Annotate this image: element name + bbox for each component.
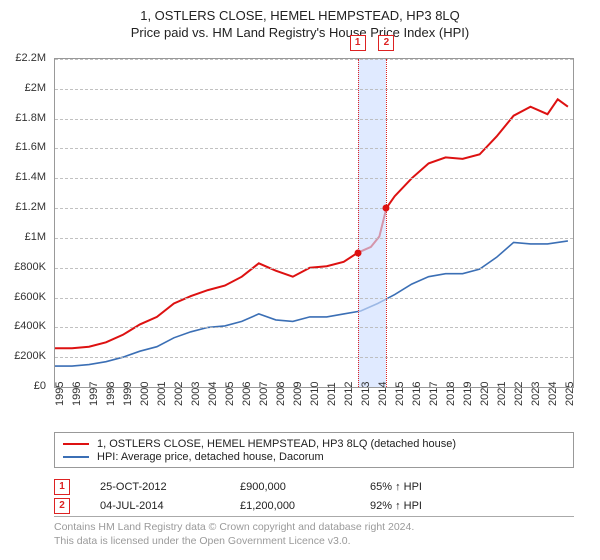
y-tick-label: £1.2M bbox=[15, 201, 46, 213]
x-tick-label: 2022 bbox=[513, 382, 525, 406]
x-tick-label: 2005 bbox=[224, 382, 236, 406]
gridline bbox=[55, 298, 573, 299]
x-tick-label: 2012 bbox=[343, 382, 355, 406]
transaction-vs-hpi: 92% ↑ HPI bbox=[370, 500, 422, 512]
gridline bbox=[55, 357, 573, 358]
x-tick-label: 2015 bbox=[394, 382, 406, 406]
transaction-marker: 2 bbox=[54, 498, 70, 514]
legend-label: HPI: Average price, detached house, Daco… bbox=[97, 451, 324, 463]
gridline bbox=[55, 89, 573, 90]
x-tick-label: 2004 bbox=[207, 382, 219, 406]
price-chart: 12 bbox=[54, 58, 574, 388]
sale-point bbox=[354, 249, 361, 256]
y-tick-label: £600K bbox=[14, 291, 46, 303]
x-tick-label: 2013 bbox=[360, 382, 372, 406]
x-tick-label: 2011 bbox=[326, 382, 338, 406]
gridline bbox=[55, 178, 573, 179]
x-tick-label: 1996 bbox=[71, 382, 83, 406]
y-tick-label: £1.8M bbox=[15, 112, 46, 124]
x-tick-label: 2024 bbox=[547, 382, 559, 406]
x-tick-label: 1997 bbox=[88, 382, 100, 406]
event-marker: 2 bbox=[378, 35, 394, 51]
transaction-date: 25-OCT-2012 bbox=[100, 481, 210, 493]
x-tick-label: 1998 bbox=[105, 382, 117, 406]
y-tick-label: £200K bbox=[14, 350, 46, 362]
highlight-band bbox=[358, 59, 387, 387]
transaction-table: 1 25-OCT-2012 £900,000 65% ↑ HPI 2 04-JU… bbox=[54, 476, 574, 517]
y-tick-label: £2.2M bbox=[15, 52, 46, 64]
x-tick-label: 2010 bbox=[309, 382, 321, 406]
gridline bbox=[55, 59, 573, 60]
y-tick-label: £800K bbox=[14, 261, 46, 273]
x-tick-label: 2018 bbox=[445, 382, 457, 406]
x-tick-label: 2007 bbox=[258, 382, 270, 406]
table-row: 2 04-JUL-2014 £1,200,000 92% ↑ HPI bbox=[54, 498, 574, 514]
x-tick-label: 2014 bbox=[377, 382, 389, 406]
series-hpi bbox=[55, 241, 568, 366]
x-tick-label: 2016 bbox=[411, 382, 423, 406]
event-line bbox=[358, 59, 359, 387]
y-axis: £0£200K£400K£600K£800K£1M£1.2M£1.4M£1.6M… bbox=[0, 58, 50, 388]
event-line bbox=[386, 59, 387, 387]
y-tick-label: £1.4M bbox=[15, 171, 46, 183]
gridline bbox=[55, 268, 573, 269]
x-tick-label: 2021 bbox=[496, 382, 508, 406]
legend-label: 1, OSTLERS CLOSE, HEMEL HEMPSTEAD, HP3 8… bbox=[97, 438, 456, 450]
x-tick-label: 2002 bbox=[173, 382, 185, 406]
legend-item: HPI: Average price, detached house, Daco… bbox=[63, 451, 565, 463]
legend-item: 1, OSTLERS CLOSE, HEMEL HEMPSTEAD, HP3 8… bbox=[63, 438, 565, 450]
x-tick-label: 1995 bbox=[54, 382, 66, 406]
x-tick-label: 2006 bbox=[241, 382, 253, 406]
gridline bbox=[55, 119, 573, 120]
transaction-marker: 1 bbox=[54, 479, 70, 495]
legend-swatch bbox=[63, 456, 89, 458]
y-tick-label: £2M bbox=[25, 82, 46, 94]
page-title: 1, OSTLERS CLOSE, HEMEL HEMPSTEAD, HP3 8… bbox=[10, 8, 590, 23]
x-tick-label: 2001 bbox=[156, 382, 168, 406]
transaction-date: 04-JUL-2014 bbox=[100, 500, 210, 512]
transaction-vs-hpi: 65% ↑ HPI bbox=[370, 481, 422, 493]
gridline bbox=[55, 327, 573, 328]
footer-line: Contains HM Land Registry data © Crown c… bbox=[54, 521, 574, 535]
footer-line: This data is licensed under the Open Gov… bbox=[54, 535, 574, 549]
event-marker: 1 bbox=[350, 35, 366, 51]
legend-swatch bbox=[63, 443, 89, 445]
transaction-price: £900,000 bbox=[240, 481, 340, 493]
attribution-footer: Contains HM Land Registry data © Crown c… bbox=[54, 516, 574, 548]
x-tick-label: 2023 bbox=[530, 382, 542, 406]
gridline bbox=[55, 148, 573, 149]
gridline bbox=[55, 208, 573, 209]
x-tick-label: 2009 bbox=[292, 382, 304, 406]
y-tick-label: £1.6M bbox=[15, 141, 46, 153]
x-tick-label: 2025 bbox=[564, 382, 576, 406]
series-property bbox=[55, 99, 568, 348]
y-tick-label: £400K bbox=[14, 320, 46, 332]
x-tick-label: 2020 bbox=[479, 382, 491, 406]
x-tick-label: 2019 bbox=[462, 382, 474, 406]
sale-point bbox=[383, 205, 390, 212]
page-subtitle: Price paid vs. HM Land Registry's House … bbox=[10, 25, 590, 40]
x-tick-label: 2017 bbox=[428, 382, 440, 406]
legend: 1, OSTLERS CLOSE, HEMEL HEMPSTEAD, HP3 8… bbox=[54, 432, 574, 468]
x-tick-label: 2000 bbox=[139, 382, 151, 406]
table-row: 1 25-OCT-2012 £900,000 65% ↑ HPI bbox=[54, 479, 574, 495]
x-tick-label: 1999 bbox=[122, 382, 134, 406]
transaction-price: £1,200,000 bbox=[240, 500, 340, 512]
x-tick-label: 2003 bbox=[190, 382, 202, 406]
x-axis: 1995199619971998199920002001200220032004… bbox=[54, 388, 574, 432]
y-tick-label: £0 bbox=[34, 380, 46, 392]
y-tick-label: £1M bbox=[25, 231, 46, 243]
x-tick-label: 2008 bbox=[275, 382, 287, 406]
gridline bbox=[55, 238, 573, 239]
